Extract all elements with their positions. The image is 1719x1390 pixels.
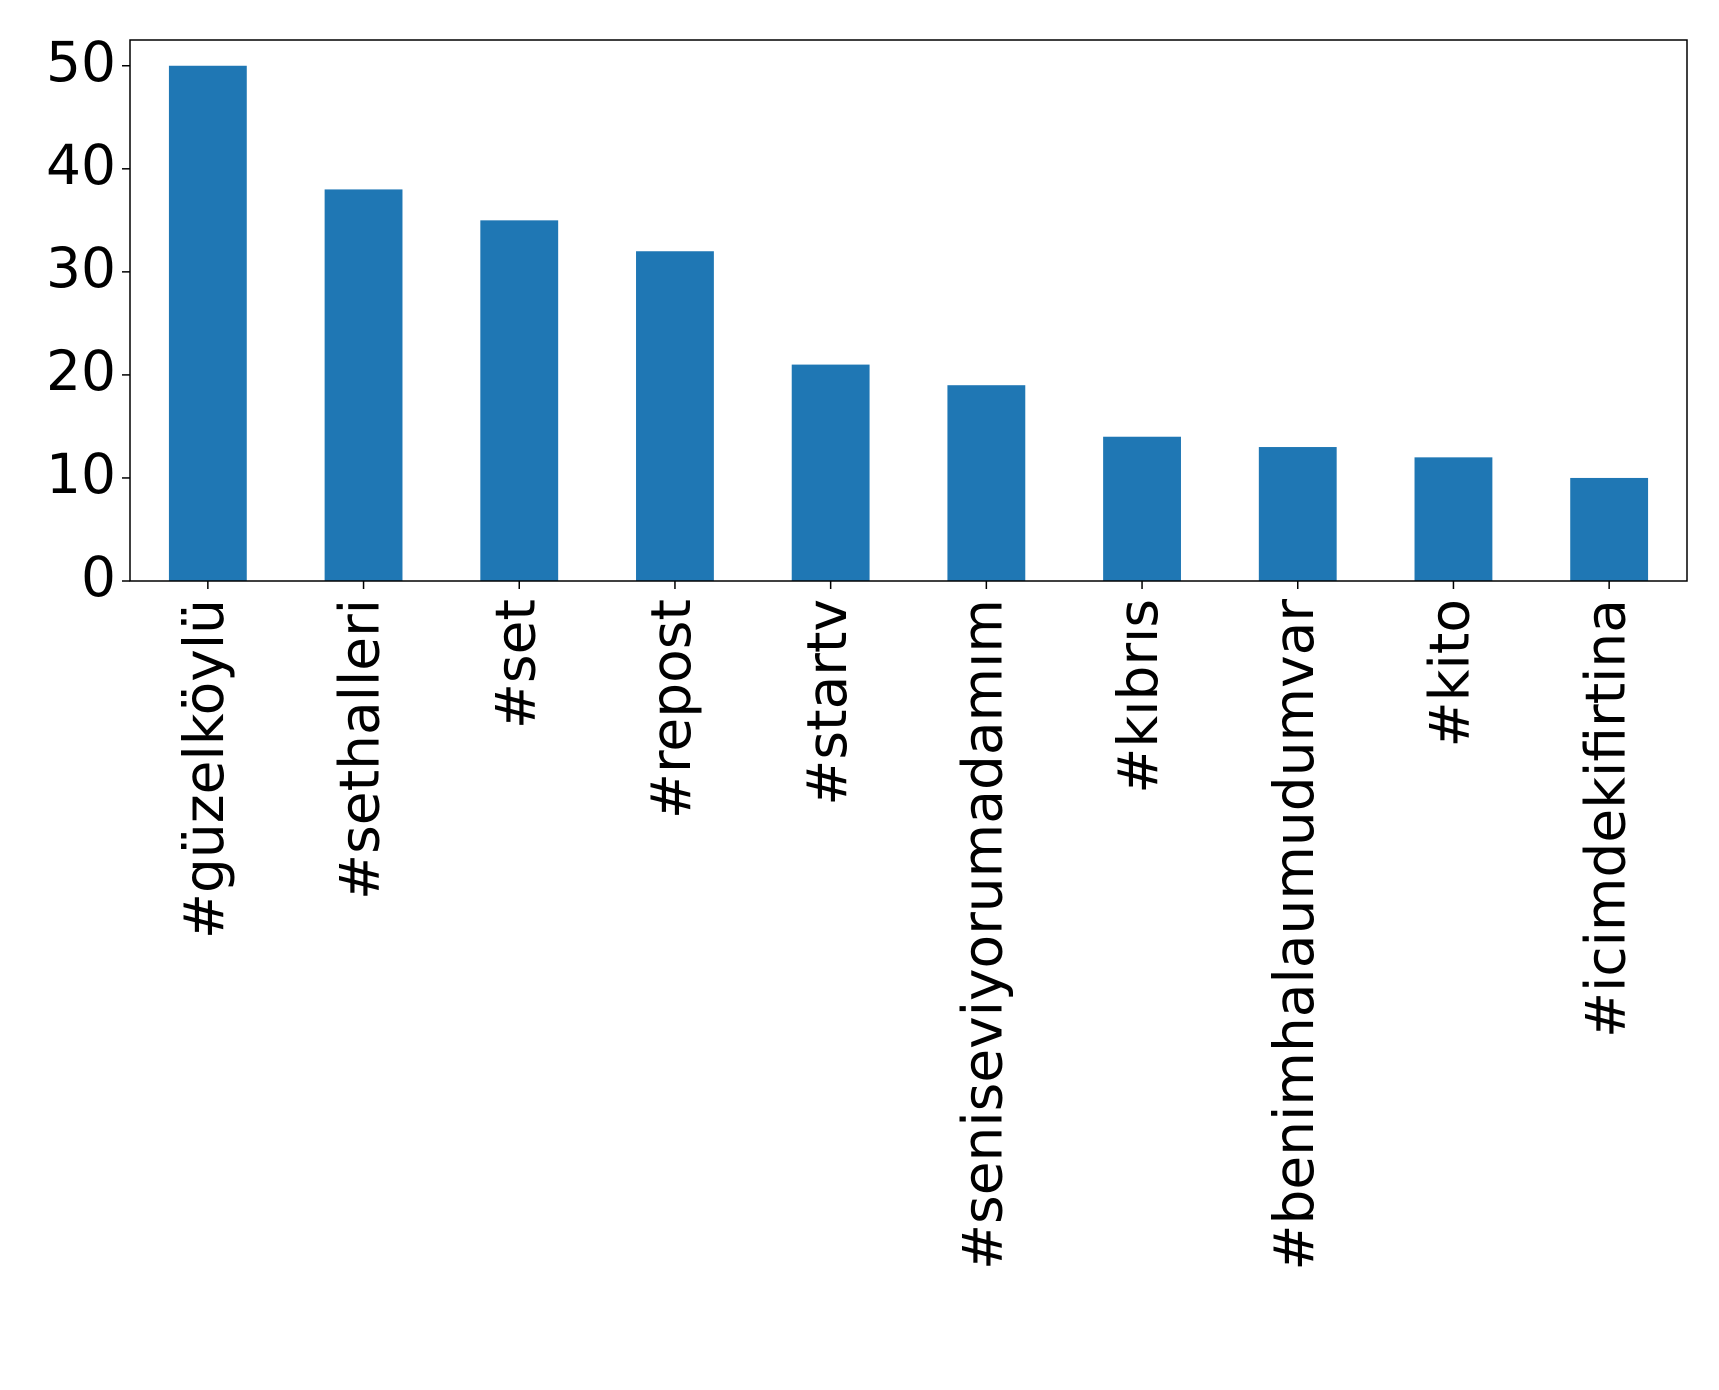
y-tick-label: 40 — [46, 133, 116, 197]
y-tick-label: 20 — [46, 339, 116, 403]
bar — [1414, 457, 1493, 581]
y-tick-label: 30 — [46, 236, 116, 300]
bar — [1103, 436, 1181, 581]
x-tick-label: #benimhalaumudumvar — [1262, 599, 1326, 1271]
x-tick-label: #kıbrıs — [1106, 599, 1170, 794]
x-tick-label: #set — [483, 599, 547, 729]
bar — [168, 65, 247, 581]
y-tick-label: 10 — [46, 442, 116, 506]
bar — [1258, 447, 1337, 581]
y-tick-label: 50 — [46, 30, 116, 94]
bar — [1570, 477, 1649, 581]
x-tick-label: #güzelköylü — [172, 599, 236, 939]
plot-frame — [129, 39, 1688, 582]
x-tick-label: #sethalleri — [328, 599, 392, 900]
x-tick-label: #seniseviyorumadamım — [950, 599, 1014, 1270]
x-tick-label: #startv — [795, 599, 859, 806]
bar — [480, 220, 559, 582]
x-tick-label: #repost — [639, 599, 703, 819]
bar — [791, 364, 870, 581]
x-tick-label: #kito — [1418, 599, 1482, 747]
bar — [636, 251, 714, 581]
bar — [324, 189, 403, 581]
y-tick-label: 0 — [81, 545, 116, 609]
bar — [947, 385, 1026, 581]
x-tick-label: #icimdekifirtina — [1573, 599, 1637, 1038]
